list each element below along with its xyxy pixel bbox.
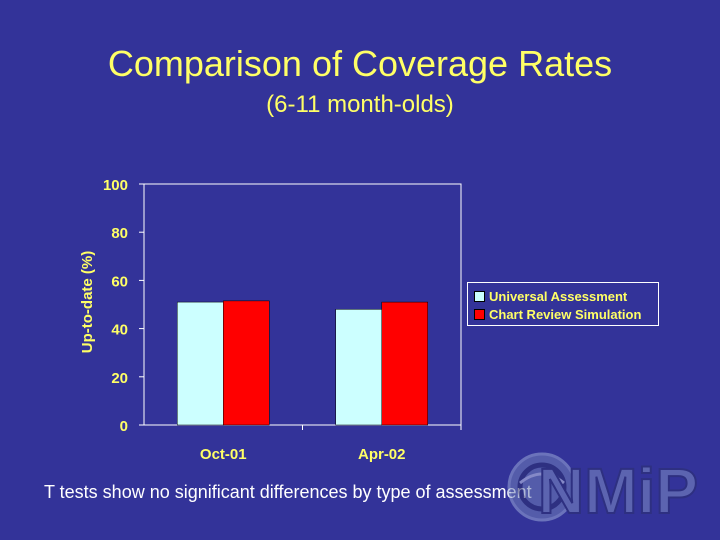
y-axis-label: Up-to-date (%) [79, 251, 96, 353]
slide-subtitle: (6-11 month-olds) [266, 91, 454, 118]
x-tick-label: Oct-01 [200, 446, 247, 463]
y-tick-label: 60 [111, 273, 128, 290]
y-tick-label: 20 [111, 370, 128, 387]
y-tick-label: 80 [111, 225, 128, 242]
logo-text: NMiP [538, 455, 698, 527]
slide-title: Comparison of Coverage Rates [107, 43, 613, 84]
x-tick-label: Apr-02 [358, 446, 406, 463]
y-tick-label: 40 [111, 322, 128, 339]
y-tick-label: 0 [120, 418, 128, 435]
nmip-logo: NMiP [507, 452, 699, 528]
legend-swatch-chart-review [474, 308, 485, 320]
legend-item-chart-review: Chart Review Simulation [474, 305, 658, 323]
legend-swatch-universal [474, 290, 485, 302]
legend-label-chart-review: Chart Review Simulation [489, 306, 642, 322]
bar-universal [335, 309, 382, 426]
legend-item-universal: Universal Assessment [474, 287, 658, 305]
bar-chart-review [223, 300, 270, 426]
y-tick-label: 100 [103, 177, 128, 194]
bar-universal [177, 301, 224, 426]
footnote: T tests show no significant differences … [44, 482, 532, 502]
bar-chart-review [381, 301, 428, 426]
legend-label-universal: Universal Assessment [489, 288, 628, 304]
chart-legend: Universal Assessment Chart Review Simula… [467, 282, 659, 326]
